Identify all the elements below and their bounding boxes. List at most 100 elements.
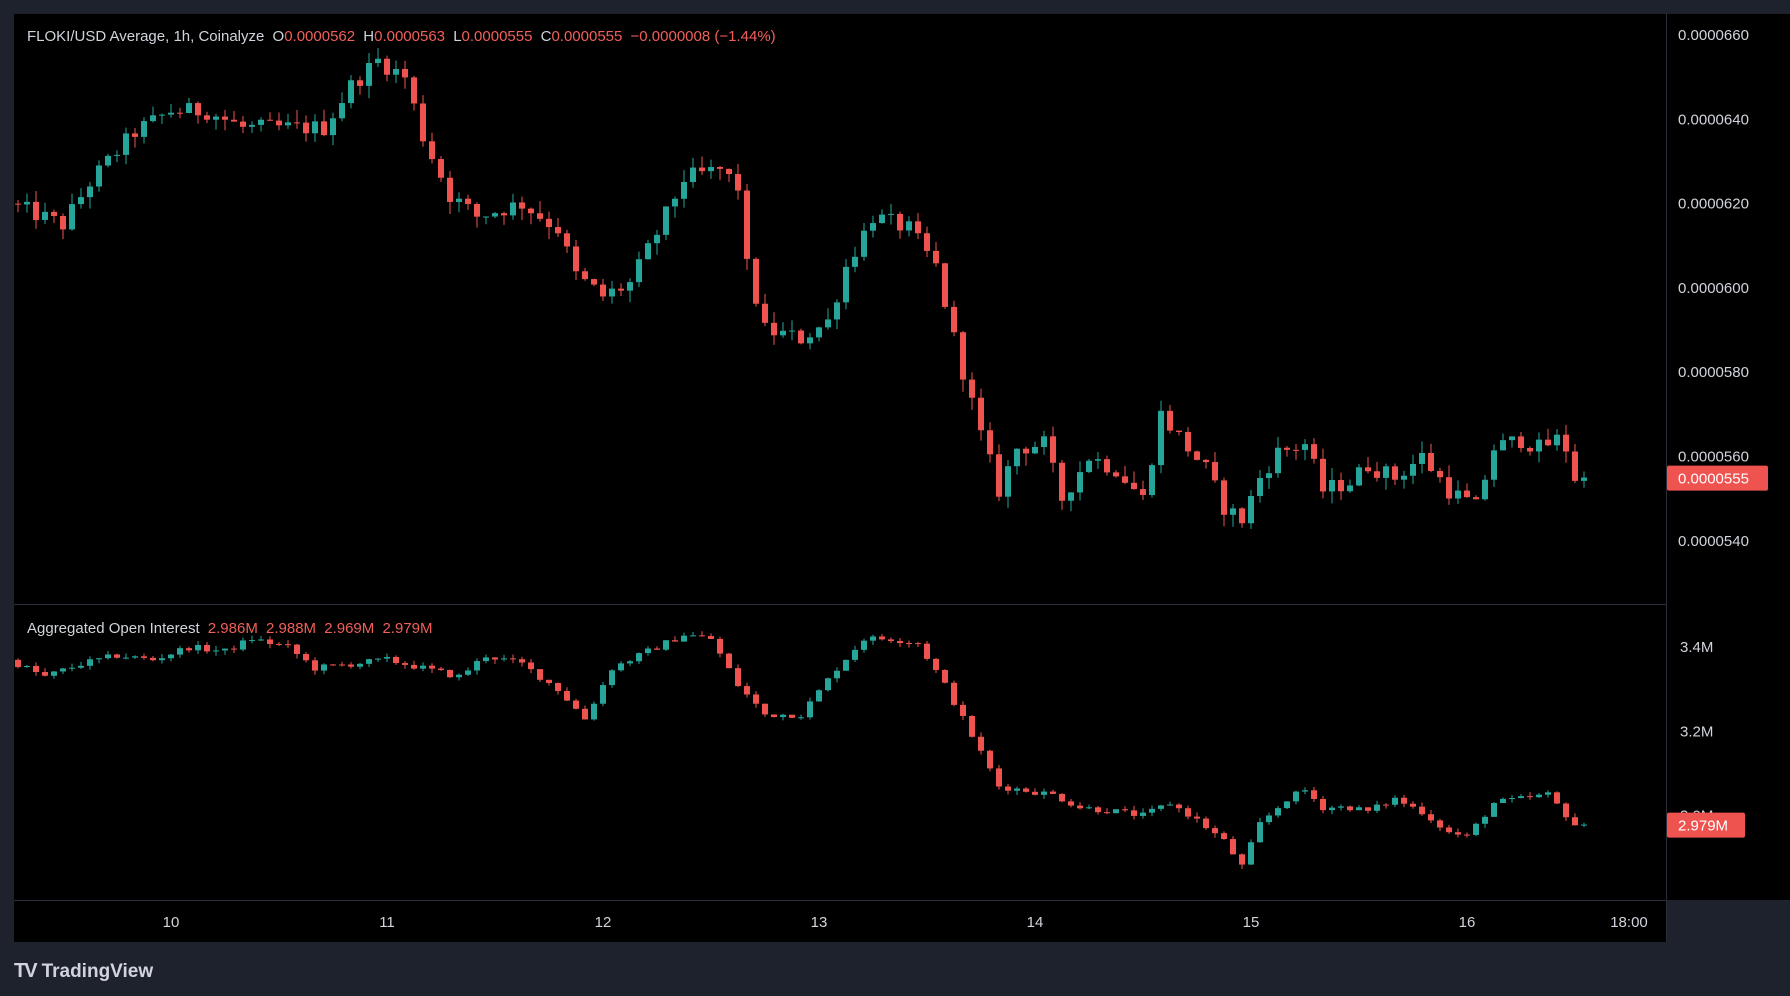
oi-body — [978, 736, 984, 751]
price-body — [1518, 436, 1524, 449]
price-body — [213, 116, 219, 120]
oi-body — [249, 640, 255, 642]
oi-body — [1563, 803, 1569, 818]
oi-candle — [1140, 808, 1146, 819]
oi-candle — [1068, 798, 1074, 808]
oi-candle — [1446, 824, 1452, 834]
oi-body — [735, 668, 741, 687]
oi-body — [420, 665, 426, 669]
oi-body — [843, 659, 849, 671]
oi-candle — [177, 645, 183, 658]
time-axis-panel[interactable] — [14, 901, 1666, 942]
oi-body — [483, 657, 489, 662]
tradingview-logo[interactable]: TV TradingView — [14, 960, 153, 983]
price-candle — [1131, 471, 1137, 490]
price-body — [1356, 467, 1362, 486]
price-body — [933, 250, 939, 264]
price-body — [366, 63, 372, 86]
oi-candle — [618, 661, 624, 672]
oi-body — [1203, 818, 1209, 829]
price-body — [1221, 480, 1227, 515]
price-body — [960, 332, 966, 380]
price-candle — [600, 278, 606, 301]
oi-body — [24, 665, 30, 668]
oi-candle — [1581, 822, 1587, 828]
oi-value-2: 2.988M — [266, 620, 317, 637]
oi-body — [762, 703, 768, 715]
oi-candle — [1284, 801, 1290, 810]
price-candle — [132, 128, 138, 148]
oi-candle — [249, 635, 255, 644]
price-candle — [285, 113, 291, 129]
price-body — [528, 208, 534, 214]
price-candle — [618, 283, 624, 297]
price-body — [33, 201, 39, 220]
price-tick-label: 0.0000660 — [1678, 27, 1749, 44]
price-body — [951, 306, 957, 333]
time-tick-label: 15 — [1243, 914, 1260, 931]
oi-candle — [798, 714, 804, 720]
oi-candle — [861, 638, 867, 653]
oi-body — [1338, 806, 1344, 808]
oi-candle — [357, 662, 363, 670]
price-body — [429, 141, 435, 160]
price-candle — [501, 211, 507, 225]
oi-body — [69, 667, 75, 669]
oi-body — [276, 643, 282, 645]
open-label: O — [272, 28, 285, 45]
time-tick-label: 11 — [379, 914, 395, 931]
oi-candle — [591, 701, 597, 721]
oi-body — [771, 714, 777, 718]
oi-body — [852, 649, 858, 660]
oi-candle — [717, 636, 723, 658]
oi-candle — [1392, 795, 1398, 808]
price-body — [654, 234, 660, 244]
price-candle — [960, 330, 966, 392]
oi-candle — [600, 681, 606, 707]
price-candle — [969, 372, 975, 410]
oi-candle — [663, 639, 669, 651]
oi-body — [213, 650, 219, 652]
price-candle — [1554, 429, 1560, 451]
oi-body — [528, 662, 534, 670]
oi-body — [105, 654, 111, 659]
price-candle — [114, 150, 120, 163]
last-oi-label: 2.979M — [1678, 818, 1728, 835]
oi-body — [1122, 809, 1128, 811]
price-body — [519, 202, 525, 209]
price-candle — [177, 107, 183, 119]
price-body — [51, 211, 57, 217]
price-candle — [1473, 495, 1479, 500]
oi-body — [384, 656, 390, 659]
price-candle — [591, 278, 597, 287]
price-body — [780, 330, 786, 336]
price-body — [24, 201, 30, 205]
price-candle — [294, 110, 300, 129]
price-body — [186, 103, 192, 114]
price-body — [1491, 450, 1497, 480]
oi-candle — [492, 657, 498, 664]
price-candle — [1464, 483, 1470, 498]
price-candle — [1104, 455, 1110, 476]
price-body — [816, 327, 822, 338]
price-body — [708, 167, 714, 172]
price-body — [618, 288, 624, 291]
price-candle — [726, 168, 732, 183]
oi-candle — [1428, 809, 1434, 824]
price-candle — [825, 308, 831, 330]
oi-candle — [1293, 790, 1299, 805]
price-candle — [510, 193, 516, 220]
price-body — [375, 58, 381, 64]
oi-body — [1068, 801, 1074, 806]
price-body — [924, 233, 930, 251]
oi-candle — [438, 666, 444, 672]
price-candle — [852, 246, 858, 273]
price-body — [564, 233, 570, 247]
price-axis-panel[interactable] — [1667, 14, 1790, 900]
price-body — [402, 68, 408, 78]
price-body — [1077, 472, 1083, 493]
price-candle — [1320, 448, 1326, 499]
price-candle — [1113, 470, 1119, 478]
price-body — [1068, 492, 1074, 501]
